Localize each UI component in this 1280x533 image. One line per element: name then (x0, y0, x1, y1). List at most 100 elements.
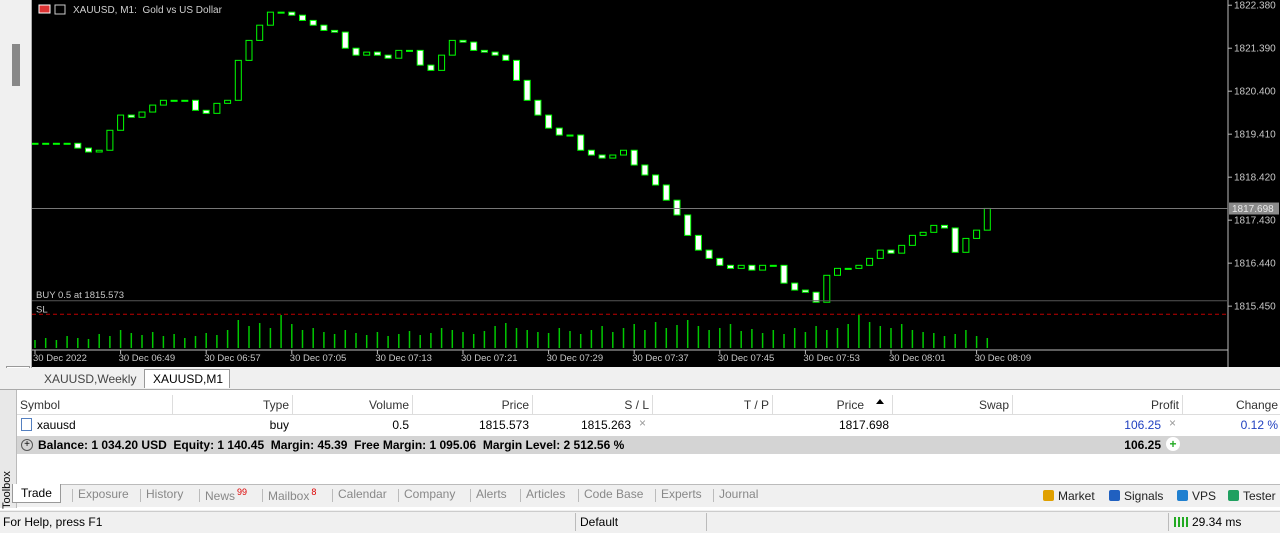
remove-sl[interactable]: × (639, 416, 647, 430)
toolbox-tab[interactable]: Alerts (476, 487, 507, 501)
toolbox-tab[interactable]: Company (404, 487, 455, 501)
flag-icon (38, 4, 51, 14)
tab-label: History (146, 487, 184, 501)
volume-bar (900, 324, 903, 348)
volume-bar (622, 328, 625, 348)
chart-tab-active[interactable]: XAUUSD,M1 (144, 369, 230, 388)
candle-body (898, 244, 906, 254)
toolbox-tab[interactable]: Exposure (78, 487, 129, 501)
volume-bar (365, 335, 368, 348)
column-header[interactable]: S / L (624, 398, 649, 412)
x-tick-label: 30 Dec 07:05 (290, 353, 347, 364)
column-header[interactable]: Price (501, 398, 529, 412)
column-header[interactable]: Price (836, 398, 864, 412)
tab-label: Exposure (78, 487, 129, 501)
volume-bar (922, 332, 924, 348)
candle-body (876, 249, 884, 259)
tab-sep (578, 489, 579, 502)
time-axis (32, 350, 1228, 367)
candle-body (299, 14, 306, 21)
candle-body (85, 147, 92, 153)
status-ping: 29.34 ms (1192, 515, 1242, 529)
cell-price: 1815.573 (478, 418, 529, 432)
volume-bar (847, 324, 849, 348)
column-header[interactable]: Type (262, 398, 289, 412)
candle-body (127, 114, 135, 118)
status-profile: Default (580, 515, 619, 529)
volume-bar (419, 335, 421, 348)
volume-bar (462, 332, 464, 348)
toolbox-tab[interactable]: Trade (12, 484, 61, 503)
column-header[interactable]: Profit (1150, 398, 1179, 412)
toolbox-tab[interactable]: News 99 (205, 487, 247, 503)
candle-body (662, 184, 670, 201)
toolbox-tab[interactable]: VPS (1192, 489, 1217, 503)
candle-body (737, 264, 745, 269)
volume-bar (141, 335, 143, 348)
bid-label: 1817.698 (1232, 204, 1274, 215)
volume-bar (954, 334, 956, 348)
tab-sep (520, 489, 521, 502)
volume-bar (879, 326, 882, 348)
column-header[interactable]: Volume (368, 398, 409, 412)
toolbox-tab[interactable]: Journal (719, 487, 758, 501)
toolbox-tab[interactable]: Mailbox 8 (268, 487, 316, 503)
volume-bar (943, 336, 946, 348)
volume-bar (483, 331, 486, 348)
x-tick-label: 30 Dec 06:57 (204, 353, 261, 364)
volume-bar (494, 326, 496, 348)
x-tick-label: 30 Dec 07:13 (375, 353, 432, 364)
navigator-scroll[interactable] (12, 44, 20, 86)
candle-body (266, 11, 274, 26)
volume-bar (569, 331, 571, 348)
toolbox-tabs: Trade Exposure History News 99 Mailbox 8 Calend… (12, 484, 1280, 507)
toolbox-tab[interactable]: Calendar (338, 487, 387, 501)
candle-body (609, 154, 617, 159)
volume-bar (109, 336, 111, 348)
candle-body (823, 274, 831, 303)
toolbox-tab[interactable]: Signals (1124, 489, 1164, 503)
column-header[interactable]: Change (1235, 398, 1278, 412)
close-position[interactable]: × (1169, 416, 1177, 430)
candle-body (373, 51, 381, 56)
toolbox-tab[interactable]: Code Base (584, 487, 643, 501)
column-header[interactable]: Symbol (20, 398, 61, 412)
candle-body (384, 54, 392, 59)
x-tick-label: 30 Dec 07:29 (547, 353, 604, 364)
toolbox-tab[interactable]: Tester (1243, 489, 1276, 503)
toolbox-tab[interactable]: Market (1058, 489, 1095, 503)
volume-bar (151, 332, 154, 348)
column-header[interactable]: Swap (978, 398, 1009, 412)
column-header[interactable]: T / P (743, 398, 769, 412)
candle-body (566, 134, 574, 137)
candle-body (844, 267, 852, 270)
status-help: For Help, press F1 (3, 515, 103, 529)
volume-bar (333, 334, 336, 348)
toolbox-tab[interactable]: History (146, 487, 183, 501)
tab-sep (470, 489, 471, 502)
candle-body (277, 11, 285, 14)
volume-bar (783, 334, 785, 348)
plot-area (32, 0, 1228, 350)
candle-body (598, 154, 606, 159)
column-sep (772, 395, 773, 414)
chart: 1822.380 1821.390 1820.400 1819.410 1818.420… (32, 0, 1280, 367)
tab-icon (1228, 490, 1239, 501)
candle-body (438, 54, 446, 71)
cell-volume: 0.5 (392, 418, 409, 432)
price-axis (1228, 0, 1280, 367)
volume-bar (323, 332, 325, 348)
volume-bar (933, 333, 935, 348)
chart-tab[interactable]: XAUUSD,Weekly (44, 372, 137, 386)
toolbox-tab[interactable]: Articles (526, 487, 565, 501)
candle-body (812, 291, 820, 303)
tab-sep (140, 489, 141, 502)
volume-bar (686, 320, 689, 348)
volume-bar (868, 322, 871, 348)
toolbox-tab[interactable]: Experts (661, 487, 702, 501)
add-button[interactable]: + (1166, 437, 1180, 451)
order-label: BUY 0.5 at 1815.573 (36, 290, 124, 301)
volume-bar (87, 339, 90, 348)
candle-body (769, 264, 777, 267)
